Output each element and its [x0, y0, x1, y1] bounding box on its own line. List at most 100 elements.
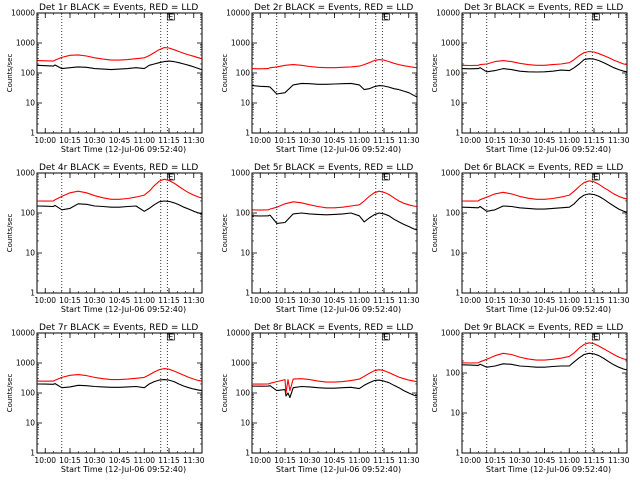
x-tick-label: 10:15 — [484, 456, 506, 465]
y-tick-label: 100 — [21, 209, 36, 218]
y-axis-label: Counts/sec — [221, 214, 229, 253]
y-tick-label: 10 — [450, 249, 460, 258]
x-tick-label: 11:15 — [373, 136, 395, 145]
x-tick-label: 10:30 — [84, 296, 106, 305]
series-line-lld — [37, 368, 202, 382]
x-axis-label: Start Time (12-Jul-06 09:52:40) — [61, 305, 186, 314]
series-line-events — [37, 200, 202, 215]
y-tick-label: 1 — [245, 449, 250, 458]
x-tick-label: 10:45 — [109, 456, 131, 465]
x-axis-label: Start Time (12-Jul-06 09:52:40) — [486, 145, 611, 154]
x-tick-label: 10:45 — [324, 296, 346, 305]
x-tick-label: 11:00 — [558, 296, 580, 305]
x-tick-label: 11:15 — [158, 136, 180, 145]
y-tick-label: 1000 — [231, 39, 250, 48]
x-tick-label: 10:30 — [84, 456, 106, 465]
x-tick-label: 10:15 — [59, 136, 81, 145]
flag-marker-label: E — [168, 173, 173, 182]
x-tick-label: 11:15 — [158, 296, 180, 305]
x-tick-label: 11:15 — [583, 296, 605, 305]
flag-marker-box — [381, 333, 390, 341]
y-tick-label: 10 — [450, 409, 460, 418]
y-tick-label: 10000 — [11, 9, 35, 18]
y-tick-label: 100 — [21, 69, 36, 78]
y-axis-label: Counts/sec — [431, 54, 439, 93]
panel-det-6r: Det 6r BLACK = Events, RED = LLD 1 10 100 10… — [431, 163, 630, 314]
y-tick-label: 10 — [25, 99, 35, 108]
flag-marker-label: E — [383, 13, 388, 22]
y-tick-label: 100 — [236, 69, 251, 78]
x-tick-label: 10:45 — [534, 136, 556, 145]
series-line-events — [252, 212, 417, 231]
y-tick-label: 10 — [240, 99, 250, 108]
x-axis-label: Start Time (12-Jul-06 09:52:40) — [276, 145, 401, 154]
y-axis-label: Counts/sec — [431, 374, 439, 413]
y-axis-label: Counts/sec — [6, 54, 14, 93]
y-tick-label: 10000 — [436, 9, 460, 18]
panel-det-5r: Det 5r BLACK = Events, RED = LLD 1 10 100 10… — [221, 163, 420, 314]
flag-marker-label: E — [168, 333, 173, 342]
x-tick-label: 10:30 — [84, 136, 106, 145]
y-tick-label: 10 — [25, 249, 35, 258]
y-axis-label: Counts/sec — [221, 374, 229, 413]
x-tick-label: 11:00 — [348, 136, 370, 145]
x-tick-label: 10:45 — [109, 296, 131, 305]
x-tick-label: 11:15 — [158, 456, 180, 465]
y-axis-label: Counts/sec — [6, 374, 14, 413]
y-tick-label: 1000 — [231, 169, 250, 178]
x-tick-label: 10:45 — [534, 296, 556, 305]
x-axis-label: Start Time (12-Jul-06 09:52:40) — [61, 145, 186, 154]
x-tick-label: 11:00 — [558, 456, 580, 465]
x-tick-label: 10:00 — [459, 296, 481, 305]
panel-det-4r: Det 4r BLACK = Events, RED = LLD 1 10 100 10… — [6, 163, 205, 314]
x-tick-label: 10:45 — [324, 136, 346, 145]
x-tick-label: 10:15 — [484, 296, 506, 305]
series-line-lld — [462, 342, 627, 364]
x-tick-label: 10:45 — [534, 456, 556, 465]
series-line-events — [37, 60, 202, 71]
x-tick-label: 11:30 — [398, 136, 420, 145]
x-tick-label: 10:00 — [249, 136, 271, 145]
series-line-lld — [37, 178, 202, 202]
panel-title: Det 9r BLACK = Events, RED = LLD — [464, 323, 623, 333]
panel-det-8r: Det 8r BLACK = Events, RED = LLD 1 10 100 10… — [221, 323, 420, 474]
y-tick-label: 10000 — [226, 9, 250, 18]
x-tick-label: 10:00 — [459, 456, 481, 465]
x-tick-label: 10:00 — [459, 136, 481, 145]
x-tick-label: 10:15 — [274, 456, 296, 465]
y-tick-label: 1 — [455, 129, 460, 138]
series-line-lld — [252, 59, 417, 70]
x-tick-label: 10:15 — [59, 456, 81, 465]
y-tick-label: 1 — [30, 289, 35, 298]
x-tick-label: 10:15 — [484, 136, 506, 145]
y-tick-label: 100 — [446, 69, 461, 78]
y-tick-label: 10 — [240, 419, 250, 428]
x-tick-label: 11:00 — [558, 136, 580, 145]
x-tick-label: 11:30 — [398, 456, 420, 465]
x-axis-label: Start Time (12-Jul-06 09:52:40) — [276, 305, 401, 314]
panel-title: Det 8r BLACK = Events, RED = LLD — [254, 323, 413, 333]
flag-marker-label: E — [593, 173, 598, 182]
y-tick-label: 1 — [30, 129, 35, 138]
flag-marker-box — [166, 333, 175, 341]
series-line-lld — [462, 50, 627, 67]
y-axis-label: Counts/sec — [431, 214, 439, 253]
y-tick-label: 1000 — [231, 359, 250, 368]
x-tick-label: 11:30 — [183, 296, 205, 305]
x-tick-label: 11:30 — [398, 296, 420, 305]
x-tick-label: 10:00 — [34, 136, 56, 145]
x-tick-label: 10:00 — [249, 296, 271, 305]
x-tick-label: 10:15 — [274, 296, 296, 305]
y-tick-label: 1 — [245, 129, 250, 138]
x-tick-label: 11:30 — [183, 136, 205, 145]
flag-marker-box — [591, 13, 600, 21]
series-line-events — [462, 58, 627, 73]
series-line-events — [252, 82, 417, 98]
x-tick-label: 11:15 — [583, 456, 605, 465]
flag-marker-box — [166, 13, 175, 21]
panel-title: Det 6r BLACK = Events, RED = LLD — [464, 163, 623, 173]
x-axis-label: Start Time (12-Jul-06 09:52:40) — [61, 465, 186, 474]
y-tick-label: 1000 — [441, 169, 460, 178]
y-tick-label: 10000 — [226, 329, 250, 338]
flag-marker-label: E — [593, 333, 598, 342]
